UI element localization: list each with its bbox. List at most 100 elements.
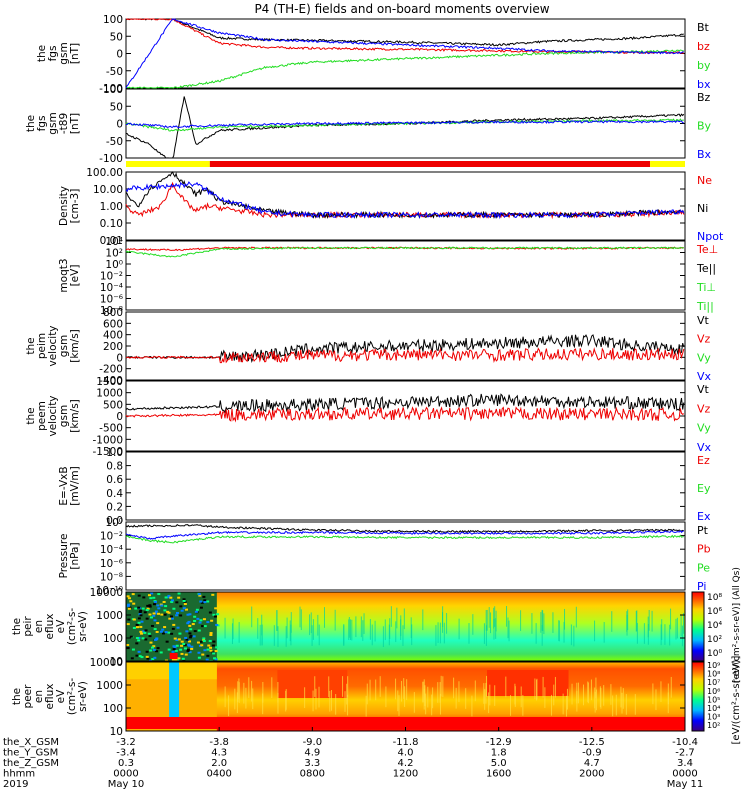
spectrogram-streak [541, 609, 543, 631]
spectrogram-pixel [185, 630, 189, 633]
y-axis-label: the [25, 115, 37, 132]
y-axis-label: [nT] [69, 43, 81, 64]
spectrogram-streak [427, 686, 429, 708]
footer-value-hhmm: 0800 [300, 769, 325, 780]
spectrogram-pixel [194, 610, 198, 613]
y-axis-label: sr-eV) [77, 681, 89, 712]
spectrogram-pixel [137, 606, 141, 609]
legend-npot: Npot [697, 230, 724, 243]
spectrogram-streak [273, 625, 275, 646]
legend-vz: Vz [697, 333, 711, 346]
spectrogram-streak [328, 676, 330, 698]
spectrogram-streak [468, 623, 470, 644]
spectrogram-spot [169, 653, 178, 659]
spectrogram-streak [349, 619, 351, 641]
legend-ne: Ne [697, 174, 712, 187]
spectrogram-pixel [186, 613, 190, 616]
spectrogram-streak [312, 690, 314, 712]
spectrogram-streak [304, 687, 306, 708]
spectrogram-streak [622, 688, 624, 709]
spectrogram-pixel [143, 631, 147, 634]
spectrogram-streak [626, 614, 628, 636]
spectrogram-streak [228, 695, 230, 717]
spectrogram-pixel [172, 648, 176, 651]
spectrogram-streak [594, 691, 596, 713]
spectrogram-pixel [153, 600, 157, 603]
spectrogram-streak [615, 694, 617, 716]
y-axis-label: E=-VxB [58, 466, 70, 505]
spectrogram-streak [625, 694, 627, 715]
colorbar-tick: 10³ [707, 713, 720, 722]
spectrogram-fill [126, 592, 685, 661]
spectrogram-streak [485, 625, 487, 646]
spectrogram-streak [534, 678, 536, 700]
spectrogram-streak [245, 687, 247, 709]
figure-title: P4 (TH-E) fields and on-board moments ov… [254, 2, 549, 16]
spectrogram-streak [648, 610, 650, 631]
spectrogram-pixel [146, 604, 150, 607]
spectrogram-pixel [183, 603, 187, 606]
series-ne [125, 181, 685, 220]
spectrogram-pixel [213, 615, 217, 618]
spectrogram-pixel [129, 600, 133, 603]
spectrogram-pixel [148, 635, 152, 638]
spectrogram-streak [576, 682, 578, 704]
spectrogram-pixel [212, 652, 216, 655]
spectrogram-pixel [135, 642, 139, 645]
spectrogram-pixel [215, 646, 219, 649]
y-axis-label: the [36, 45, 48, 62]
spectrogram-pixel [177, 638, 181, 641]
panel-efield: 1.0 0.80.6 0.40.2 0.0 E=-VxB [mV/m] Ez Ey Ex [58, 447, 711, 527]
y-tick-label: 400 [103, 330, 123, 342]
y-axis-label: peim [36, 333, 48, 359]
spectrogram-streak [251, 606, 253, 628]
footer-row-label: the_Y_GSM [3, 748, 58, 759]
spectrogram-pixel [192, 635, 196, 638]
spectrogram-pixel [177, 596, 181, 599]
spectrogram-pixel [149, 641, 153, 644]
spectrogram-pixel [178, 632, 182, 635]
y-tick-label: 10000 [90, 657, 123, 669]
spectrogram-pixel [166, 596, 170, 599]
spectrogram-streak [563, 621, 565, 643]
spectrogram-pixel [214, 650, 218, 653]
spectrogram-pixel [205, 658, 209, 661]
footer-value-z: 5.0 [491, 758, 507, 769]
spectrogram-pixel [131, 648, 135, 651]
spectrogram-pixel [174, 658, 178, 661]
legend-ex: Ex [697, 510, 711, 523]
spectrogram-pixel [188, 632, 192, 635]
spectrogram-streak [362, 620, 364, 641]
spectrogram-pixel [180, 652, 184, 655]
spectrogram-pixel [173, 646, 177, 649]
spectrogram-pixel [200, 644, 204, 647]
footer-value-y: 1.8 [491, 748, 507, 759]
y-tick-label: 100.00 [86, 167, 123, 179]
spectrogram-pixel [169, 596, 173, 599]
spectrogram-pixel [140, 620, 144, 623]
spectrogram-streak [611, 611, 613, 632]
y-tick-label: -200 [99, 364, 123, 376]
spectrogram-streak [489, 684, 491, 706]
footer-row-label: 2019 [3, 779, 28, 790]
colorbar-tick: 10⁶ [707, 607, 722, 617]
y-tick-label: 500 [103, 399, 123, 411]
spectrogram-pixel [208, 611, 212, 614]
spectrogram-pixel [199, 640, 203, 643]
footer-value-x: -12.5 [579, 737, 605, 748]
spectrogram-pixel [153, 638, 157, 641]
legend-vx: Vx [697, 370, 712, 383]
spectrogram-pixel [137, 617, 141, 620]
panel-pressure: 10⁰ 10⁻²10⁻⁴ 10⁻⁶10⁻⁸ 10⁻¹⁰ Pressure [nPa] Pt P… [58, 517, 711, 597]
spectrogram-streak [520, 610, 522, 631]
spectrogram-pixel [162, 600, 166, 603]
y-tick-label: 10⁻⁶ [100, 294, 123, 306]
spectrogram-streak [510, 695, 512, 716]
spectrogram-streak [670, 676, 672, 698]
spectrogram-streak [612, 695, 614, 717]
spectrogram-streak [600, 688, 602, 709]
spectrogram-streak [238, 622, 240, 643]
spectrogram-streak [485, 682, 487, 704]
footer-value-x: -9.0 [303, 737, 323, 748]
spectrogram-streak [403, 678, 405, 699]
